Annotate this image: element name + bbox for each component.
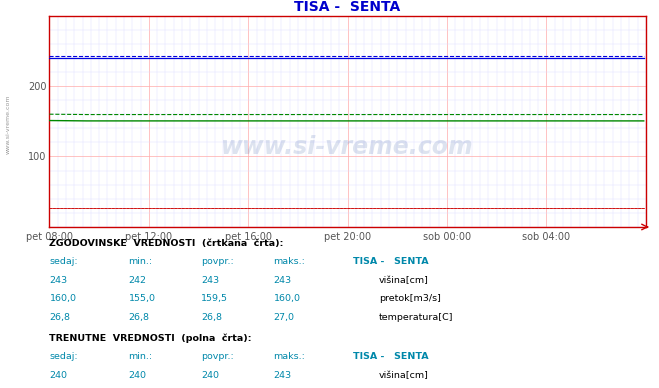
Text: 243: 243 bbox=[273, 276, 292, 285]
Text: maks.:: maks.: bbox=[273, 352, 305, 361]
Text: 240: 240 bbox=[49, 371, 67, 380]
Text: www.si-vreme.com: www.si-vreme.com bbox=[5, 94, 11, 154]
Text: 26,8: 26,8 bbox=[201, 313, 222, 322]
Text: 243: 243 bbox=[273, 371, 292, 380]
Text: povpr.:: povpr.: bbox=[201, 352, 234, 361]
Text: 160,0: 160,0 bbox=[49, 294, 76, 303]
Text: 155,0: 155,0 bbox=[129, 294, 156, 303]
Text: TISA -   SENTA: TISA - SENTA bbox=[353, 257, 428, 266]
Text: 27,0: 27,0 bbox=[273, 313, 295, 322]
Text: 240: 240 bbox=[201, 371, 219, 380]
Text: pretok[m3/s]: pretok[m3/s] bbox=[379, 294, 441, 303]
Text: 242: 242 bbox=[129, 276, 146, 285]
Text: 160,0: 160,0 bbox=[273, 294, 301, 303]
Text: sedaj:: sedaj: bbox=[49, 257, 78, 266]
Text: sedaj:: sedaj: bbox=[49, 352, 78, 361]
Text: 159,5: 159,5 bbox=[201, 294, 228, 303]
Text: TRENUTNE  VREDNOSTI  (polna  črta):: TRENUTNE VREDNOSTI (polna črta): bbox=[49, 334, 252, 343]
Text: 26,8: 26,8 bbox=[129, 313, 150, 322]
Text: 243: 243 bbox=[201, 276, 219, 285]
Text: temperatura[C]: temperatura[C] bbox=[379, 313, 453, 322]
Text: min.:: min.: bbox=[129, 257, 153, 266]
Text: ZGODOVINSKE  VREDNOSTI  (črtkana  črta):: ZGODOVINSKE VREDNOSTI (črtkana črta): bbox=[49, 239, 284, 248]
Text: maks.:: maks.: bbox=[273, 257, 305, 266]
Text: 26,8: 26,8 bbox=[49, 313, 71, 322]
Text: višina[cm]: višina[cm] bbox=[379, 371, 429, 380]
Text: www.si-vreme.com: www.si-vreme.com bbox=[221, 135, 474, 159]
Text: 243: 243 bbox=[49, 276, 68, 285]
Text: višina[cm]: višina[cm] bbox=[379, 276, 429, 285]
Text: povpr.:: povpr.: bbox=[201, 257, 234, 266]
Title: TISA -  SENTA: TISA - SENTA bbox=[295, 0, 401, 14]
Text: min.:: min.: bbox=[129, 352, 153, 361]
Text: TISA -   SENTA: TISA - SENTA bbox=[353, 352, 428, 361]
Text: 240: 240 bbox=[129, 371, 146, 380]
